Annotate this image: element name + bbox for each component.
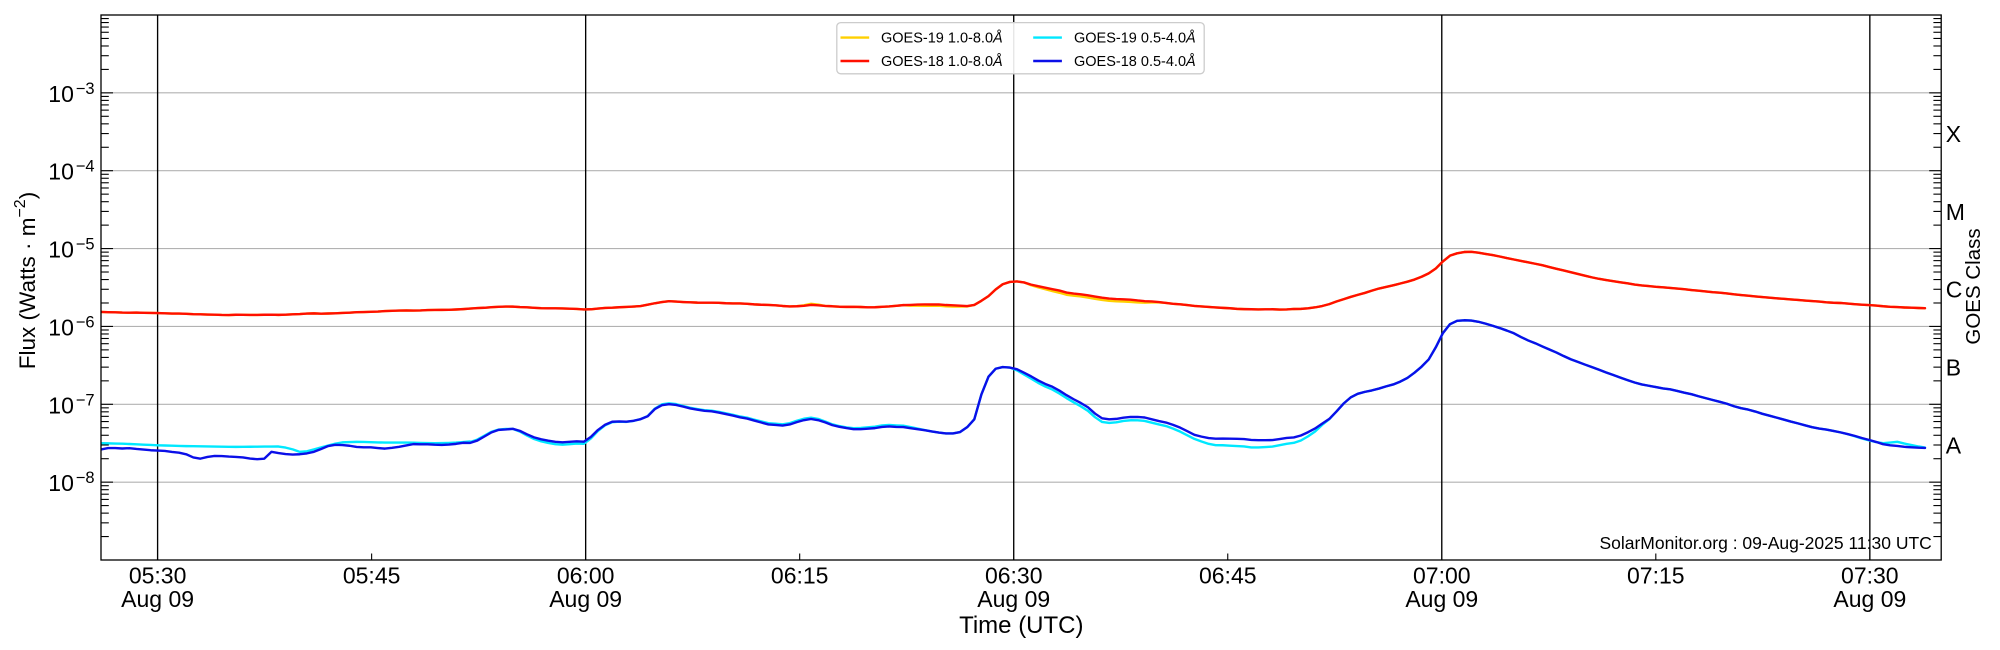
svg-text:−4: −4 [76, 158, 95, 176]
svg-text:07:00: 07:00 [1413, 563, 1471, 589]
svg-text:07:15: 07:15 [1627, 563, 1685, 589]
svg-text:−7: −7 [76, 391, 95, 409]
svg-text:10: 10 [48, 237, 74, 263]
svg-text:X: X [1946, 121, 1961, 147]
svg-text:GOES-19 0.5-4.0Å: GOES-19 0.5-4.0Å [1074, 29, 1196, 46]
svg-text:06:15: 06:15 [771, 563, 829, 589]
svg-text:GOES-18 0.5-4.0Å: GOES-18 0.5-4.0Å [1074, 53, 1196, 70]
svg-text:06:00: 06:00 [557, 563, 615, 589]
svg-text:10: 10 [48, 159, 74, 185]
svg-text:B: B [1946, 355, 1961, 381]
svg-text:10: 10 [48, 81, 74, 107]
svg-text:Aug 09: Aug 09 [1833, 586, 1906, 612]
svg-text:−3: −3 [76, 80, 95, 98]
svg-text:A: A [1946, 432, 1962, 458]
svg-text:M: M [1946, 199, 1965, 225]
svg-text:Aug 09: Aug 09 [977, 586, 1050, 612]
svg-text:−5: −5 [76, 236, 95, 254]
svg-text:06:45: 06:45 [1199, 563, 1257, 589]
svg-text:05:45: 05:45 [343, 563, 401, 589]
svg-text:GOES-19 1.0-8.0Å: GOES-19 1.0-8.0Å [881, 29, 1003, 46]
svg-text:05:30: 05:30 [129, 563, 187, 589]
svg-text:10: 10 [48, 314, 74, 340]
svg-text:C: C [1946, 277, 1963, 303]
svg-text:Aug 09: Aug 09 [1405, 586, 1478, 612]
svg-text:06:30: 06:30 [985, 563, 1043, 589]
svg-text:GOES Class: GOES Class [1962, 228, 1985, 344]
svg-text:Aug 09: Aug 09 [121, 586, 194, 612]
svg-text:Flux (Watts · m−2): Flux (Watts · m−2) [12, 192, 40, 369]
svg-text:GOES-18 1.0-8.0Å: GOES-18 1.0-8.0Å [881, 53, 1003, 70]
svg-text:−6: −6 [76, 313, 95, 331]
svg-text:−8: −8 [76, 469, 95, 487]
svg-text:Time (UTC): Time (UTC) [959, 612, 1083, 639]
svg-text:07:30: 07:30 [1841, 563, 1899, 589]
svg-text:Aug 09: Aug 09 [549, 586, 622, 612]
svg-text:SolarMonitor.org : 09-Aug-2025: SolarMonitor.org : 09-Aug-2025 11:30 UTC [1599, 533, 1931, 553]
svg-text:10: 10 [48, 392, 74, 418]
svg-text:10: 10 [48, 470, 74, 496]
